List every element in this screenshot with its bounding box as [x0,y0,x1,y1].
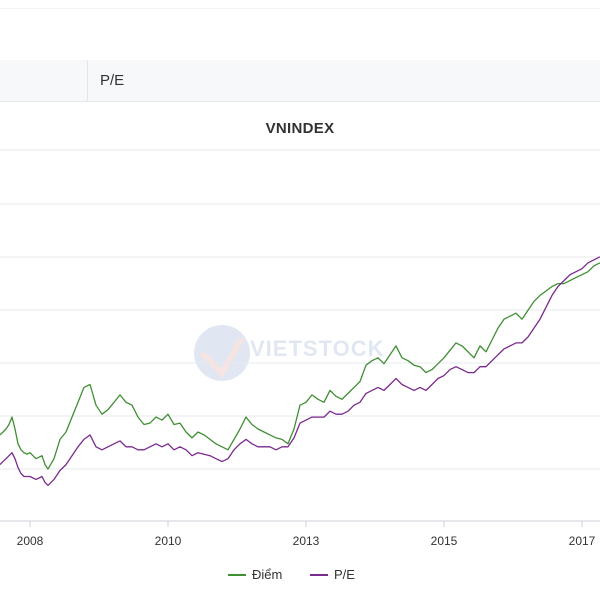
series-line-pe [0,256,600,487]
chart-grid [0,149,600,522]
x-tick-label: 2010 [155,534,182,548]
watermark-logo: VIETSTOCK [192,318,407,388]
tab-row: P/E [0,60,600,102]
legend-item-diem[interactable]: Điểm [228,567,282,582]
watermark-text: VIETSTOCK [250,336,385,361]
vietstock-logo-icon [194,325,250,381]
chart-lines [0,256,600,487]
x-tick-label: 2015 [431,534,458,548]
tab-pe[interactable]: P/E [100,72,125,89]
legend-swatch-diem [228,573,246,576]
x-tick-label: 2008 [17,534,44,548]
tab-placeholder[interactable] [0,60,88,101]
top-divider [0,8,600,9]
legend-label-diem: Điểm [252,567,283,582]
legend-swatch-pe [310,573,328,576]
chart-legend: Điểm P/E [0,567,600,587]
chart-title: VNINDEX [265,120,335,137]
x-tick-label: 2017 [569,534,596,548]
legend-label-pe: P/E [334,567,355,582]
legend-item-pe[interactable]: P/E [310,567,355,582]
x-tick-label: 2013 [293,534,320,548]
x-axis-ticks: 2008 2010 2013 2015 2017 [17,521,596,548]
series-line-diem [0,262,600,470]
